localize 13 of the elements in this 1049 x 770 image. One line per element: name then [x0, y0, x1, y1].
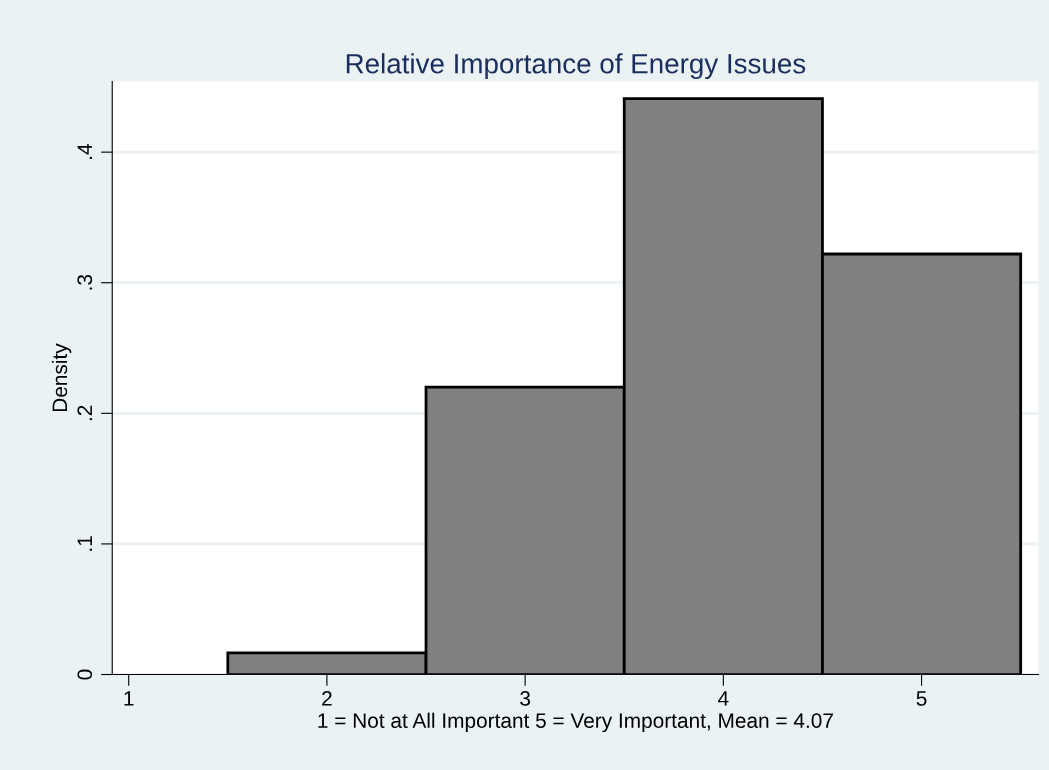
y-tick-label: .3 — [77, 274, 93, 290]
y-tick-label: .2 — [77, 405, 92, 421]
x-tick-label: 4 — [718, 691, 729, 706]
y-axis-title: Density — [51, 343, 72, 412]
y-tick-label: 0 — [77, 669, 93, 680]
y-tick-label: .1 — [77, 536, 92, 551]
x-tick-label: 3 — [520, 691, 531, 706]
y-tick-label: .4 — [77, 144, 92, 159]
x-tick-label: 2 — [322, 691, 332, 706]
chart-title: Relative Importance of Energy Issues — [346, 53, 806, 80]
x-axis-title: 1 = Not at All Important 5 = Very Important, Mean = 4.07 — [318, 712, 833, 733]
x-tick-label: 1 — [124, 691, 134, 706]
x-tick-label: 5 — [916, 691, 927, 706]
